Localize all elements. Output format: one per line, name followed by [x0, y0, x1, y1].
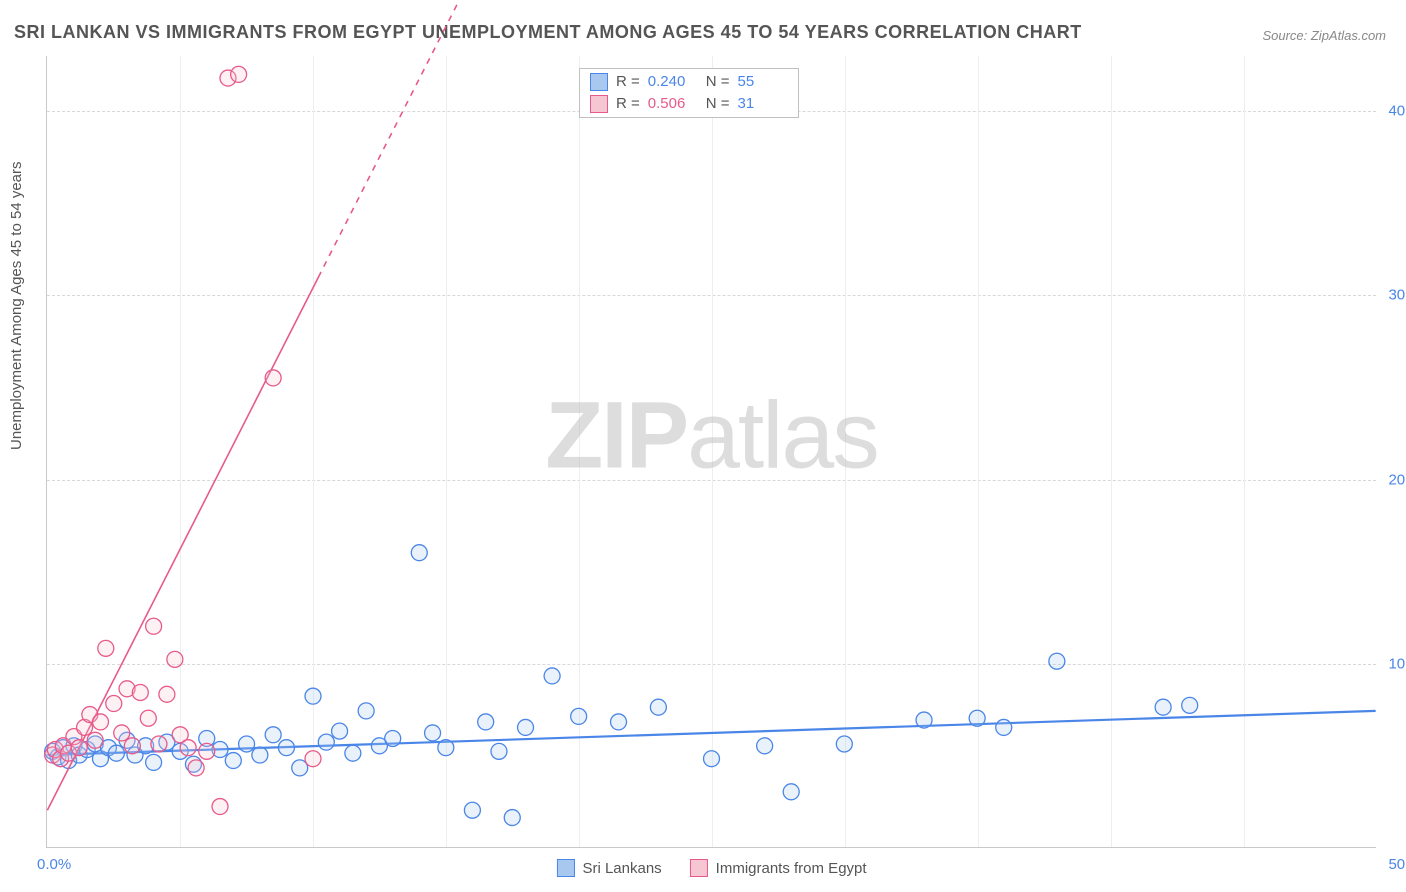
data-point — [124, 738, 140, 754]
data-point — [491, 743, 507, 759]
data-point — [571, 708, 587, 724]
data-point — [425, 725, 441, 741]
data-point — [212, 799, 228, 815]
data-point — [345, 745, 361, 761]
stat-n-label: N = — [706, 73, 730, 90]
bottom-legend: Sri Lankans Immigrants from Egypt — [556, 859, 866, 877]
y-tick-label: 10.0% — [1381, 655, 1406, 672]
data-point — [783, 784, 799, 800]
stat-n-value: 55 — [738, 73, 788, 90]
data-point — [265, 727, 281, 743]
legend-item: Immigrants from Egypt — [690, 859, 867, 877]
data-point — [167, 651, 183, 667]
data-point — [305, 751, 321, 767]
data-point — [1182, 697, 1198, 713]
data-point — [140, 710, 156, 726]
data-point — [969, 710, 985, 726]
data-point — [87, 732, 103, 748]
source-attribution: Source: ZipAtlas.com — [1262, 28, 1386, 43]
data-point — [188, 760, 204, 776]
legend-label: Sri Lankans — [582, 860, 661, 877]
data-point — [146, 618, 162, 634]
data-point — [146, 754, 162, 770]
data-point — [611, 714, 627, 730]
plot-svg — [47, 56, 1376, 847]
data-point — [114, 725, 130, 741]
data-point — [199, 743, 215, 759]
plot-area: ZIPatlas R =0.240N =55R =0.506N =31 Sri … — [46, 56, 1376, 848]
stat-n-value: 31 — [738, 95, 788, 112]
legend-swatch — [556, 859, 574, 877]
data-point — [180, 740, 196, 756]
y-tick-label: 40.0% — [1381, 103, 1406, 120]
data-point — [252, 747, 268, 763]
y-tick-label: 20.0% — [1381, 471, 1406, 488]
data-point — [504, 810, 520, 826]
data-point — [650, 699, 666, 715]
data-point — [151, 736, 167, 752]
data-point — [438, 740, 454, 756]
data-point — [478, 714, 494, 730]
stats-box: R = 0.240 N = 55 R = 0.506 N = 31 — [579, 68, 799, 118]
stat-r-label: R = — [616, 73, 640, 90]
data-point — [996, 719, 1012, 735]
legend-swatch — [690, 859, 708, 877]
y-axis-label: Unemployment Among Ages 45 to 54 years — [8, 161, 25, 450]
legend-item: Sri Lankans — [556, 859, 661, 877]
data-point — [358, 703, 374, 719]
y-tick-label: 30.0% — [1381, 287, 1406, 304]
data-point — [71, 740, 87, 756]
data-point — [1049, 653, 1065, 669]
data-point — [231, 66, 247, 82]
data-point — [239, 736, 255, 752]
data-point — [518, 719, 534, 735]
data-point — [332, 723, 348, 739]
data-point — [411, 545, 427, 561]
data-point — [757, 738, 773, 754]
chart-title: SRI LANKAN VS IMMIGRANTS FROM EGYPT UNEM… — [14, 22, 1082, 43]
data-point — [108, 745, 124, 761]
stat-n-label: N = — [706, 95, 730, 112]
stat-r-label: R = — [616, 95, 640, 112]
data-point — [225, 753, 241, 769]
data-point — [464, 802, 480, 818]
stats-row: R = 0.506 N = 31 — [580, 93, 798, 115]
data-point — [265, 370, 281, 386]
data-point — [385, 730, 401, 746]
data-point — [278, 740, 294, 756]
x-tick-max: 50.0% — [1381, 856, 1406, 873]
data-point — [98, 640, 114, 656]
stats-row: R = 0.240 N = 55 — [580, 71, 798, 93]
data-point — [106, 696, 122, 712]
stat-r-value: 0.240 — [648, 73, 698, 90]
data-point — [305, 688, 321, 704]
legend-label: Immigrants from Egypt — [716, 860, 867, 877]
data-point — [704, 751, 720, 767]
x-tick-min: 0.0% — [37, 856, 71, 873]
data-point — [544, 668, 560, 684]
data-point — [92, 714, 108, 730]
legend-swatch — [590, 95, 608, 113]
data-point — [1155, 699, 1171, 715]
data-point — [916, 712, 932, 728]
data-point — [159, 686, 175, 702]
data-point — [318, 734, 334, 750]
stat-r-value: 0.506 — [648, 95, 698, 112]
data-point — [132, 684, 148, 700]
data-point — [836, 736, 852, 752]
legend-swatch — [590, 73, 608, 91]
